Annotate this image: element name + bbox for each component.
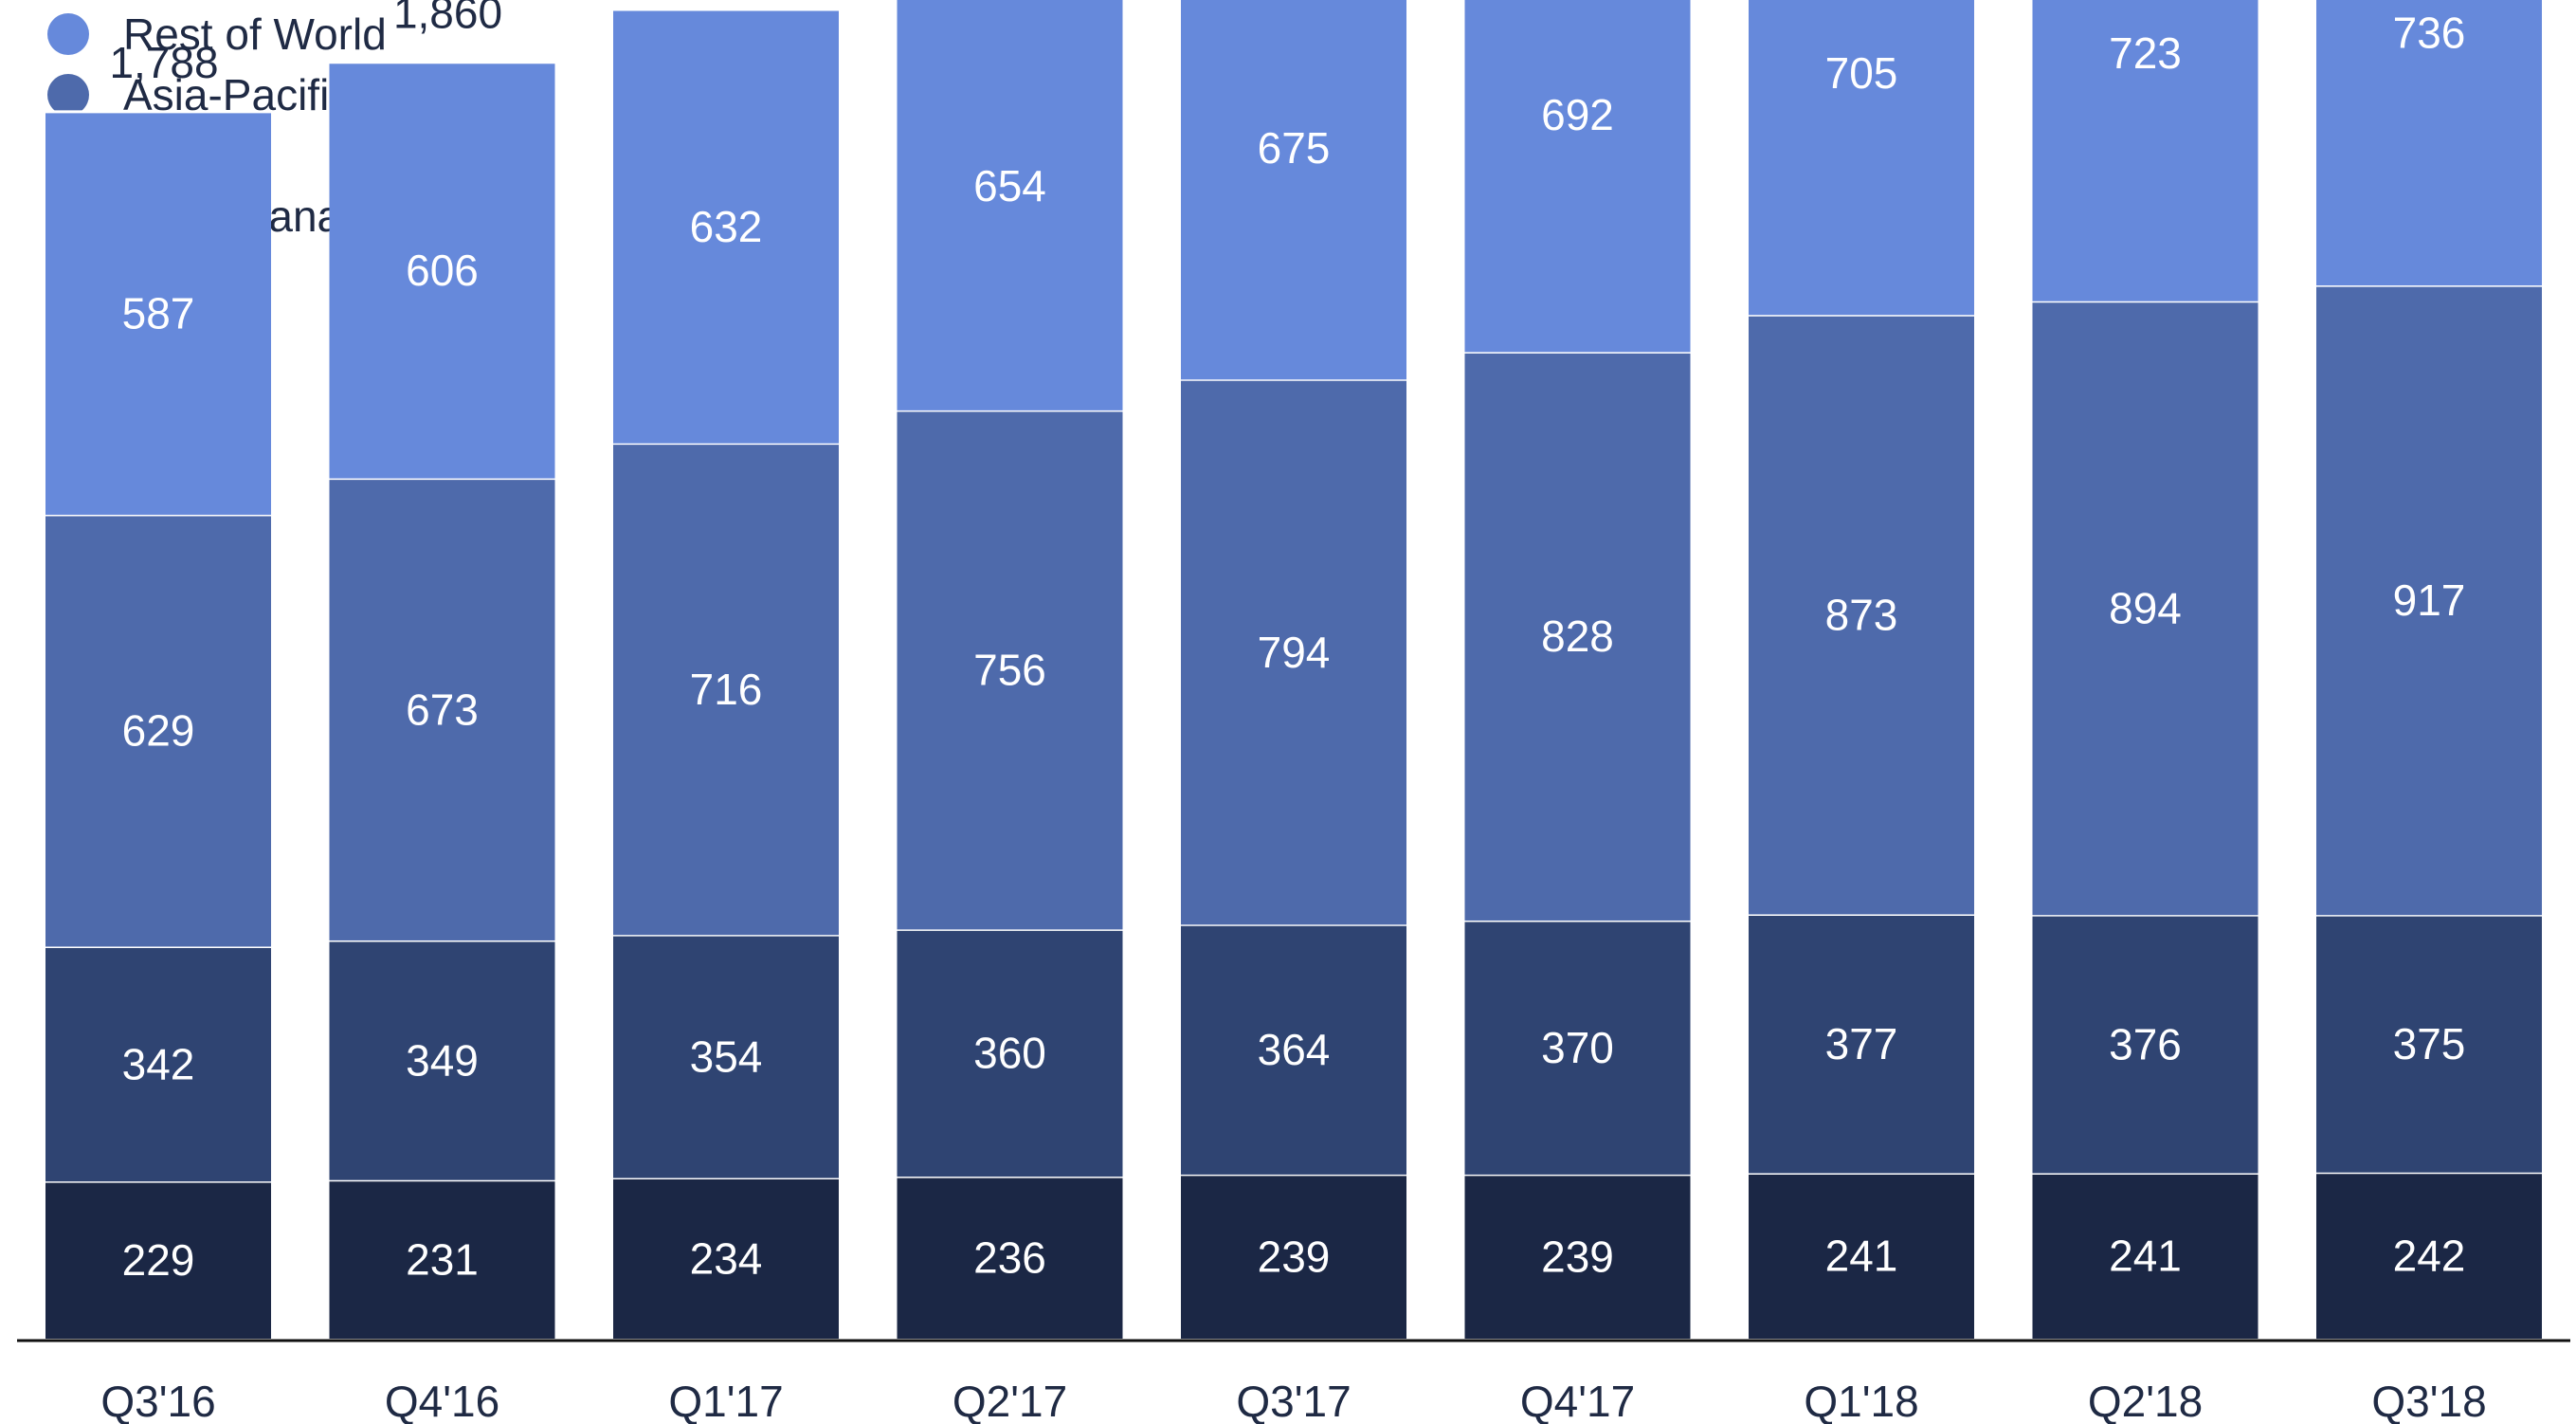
bar-segment-rest-of-world-q1-18 bbox=[1749, 0, 1974, 316]
legend-swatch-asia-pacific bbox=[47, 74, 89, 116]
bar-segment-rest-of-world-q3-16 bbox=[45, 111, 271, 515]
segment-label-europe-q2-18: 376 bbox=[2109, 1019, 2182, 1068]
segment-label-asia-pacific-q1-18: 873 bbox=[1825, 590, 1898, 639]
bar-segment-rest-of-world-q2-18 bbox=[2032, 0, 2259, 301]
segment-label-rest-of-world-q1-17: 632 bbox=[690, 202, 763, 251]
segment-label-us-canada-q3-18: 242 bbox=[2393, 1231, 2466, 1280]
segment-label-us-canada-q2-18: 241 bbox=[2109, 1232, 2182, 1281]
bar-segment-europe-q3-16 bbox=[45, 946, 271, 1182]
segment-label-asia-pacific-q2-18: 894 bbox=[2109, 583, 2182, 632]
segment-label-rest-of-world-q2-18: 723 bbox=[2109, 28, 2182, 78]
x-tick-label-q2-18: Q2'18 bbox=[2088, 1377, 2203, 1424]
segment-label-us-canada-q1-18: 241 bbox=[1825, 1232, 1898, 1281]
bar-segment-asia-pacific-q4-17 bbox=[1464, 352, 1691, 921]
total-label-q4-16: 1,860 bbox=[393, 0, 502, 38]
x-tick-label-q2-17: Q2'17 bbox=[952, 1377, 1067, 1424]
bar-segment-rest-of-world-q4-17 bbox=[1464, 0, 1691, 353]
bar-segment-rest-of-world-q3-17 bbox=[1181, 0, 1406, 380]
segment-label-us-canada-q3-17: 239 bbox=[1258, 1232, 1331, 1281]
x-tick-label-q3-18: Q3'18 bbox=[2371, 1377, 2486, 1424]
bar-segment-europe-q2-18 bbox=[2032, 915, 2259, 1174]
x-tick-label-q1-17: Q1'17 bbox=[668, 1377, 783, 1424]
bar-segment-rest-of-world-q2-17 bbox=[897, 0, 1123, 411]
bar-segment-us-canada-q4-16 bbox=[329, 1179, 555, 1339]
legend-item-rest-of-world: Rest of World bbox=[47, 9, 387, 59]
segment-label-rest-of-world-q4-17: 692 bbox=[1541, 90, 1614, 139]
bar-segment-asia-pacific-q4-16 bbox=[329, 478, 555, 940]
bar-segment-asia-pacific-q3-18 bbox=[2316, 285, 2542, 916]
bar-segment-us-canada-q2-18 bbox=[2032, 1173, 2259, 1339]
segment-label-europe-q3-18: 375 bbox=[2393, 1019, 2466, 1068]
bar-segment-asia-pacific-q3-17 bbox=[1181, 379, 1406, 925]
bar-segment-europe-q2-17 bbox=[897, 929, 1123, 1178]
bar-segment-us-canada-q4-17 bbox=[1464, 1174, 1691, 1339]
bar-segment-europe-q1-17 bbox=[613, 935, 839, 1178]
segment-label-asia-pacific-q3-18: 917 bbox=[2393, 575, 2466, 625]
segment-label-europe-q3-16: 342 bbox=[122, 1039, 195, 1088]
segment-label-asia-pacific-q3-17: 794 bbox=[1258, 628, 1331, 677]
segment-label-rest-of-world-q3-18: 736 bbox=[2393, 9, 2466, 58]
bar-segment-us-canada-q1-18 bbox=[1749, 1173, 1974, 1339]
x-axis: Q3'16 Q4'16 Q1'17 Q2'17 Q3'17 Q4'17 Q1'18 Q2'18… bbox=[17, 1339, 2570, 1424]
bar-segment-us-canada-q3-18 bbox=[2316, 1172, 2542, 1339]
segment-label-europe-q1-18: 377 bbox=[1825, 1019, 1898, 1068]
bar-segment-us-canada-q2-17 bbox=[897, 1177, 1123, 1339]
segment-label-rest-of-world-q2-17: 654 bbox=[973, 161, 1046, 210]
bar-segment-us-canada-q3-17 bbox=[1181, 1174, 1406, 1339]
segment-label-us-canada-q3-16: 229 bbox=[122, 1235, 195, 1285]
segment-label-asia-pacific-q4-16: 673 bbox=[406, 685, 479, 734]
x-tick-label-q3-17: Q3'17 bbox=[1236, 1377, 1351, 1424]
segment-label-us-canada-q4-16: 231 bbox=[406, 1234, 479, 1284]
segment-label-rest-of-world-q4-16: 606 bbox=[406, 246, 479, 295]
segment-label-europe-q4-16: 349 bbox=[406, 1035, 479, 1085]
segment-label-rest-of-world-q3-16: 587 bbox=[122, 288, 195, 338]
bars-group: 229 342 629 587 1,788 231 349 673 606 1,860 234 354… bbox=[45, 0, 2542, 1339]
bar-segment-asia-pacific-q2-18 bbox=[2032, 301, 2259, 916]
segment-label-asia-pacific-q3-16: 629 bbox=[122, 706, 195, 756]
segment-label-us-canada-q1-17: 234 bbox=[690, 1233, 763, 1283]
segment-label-us-canada-q2-17: 236 bbox=[973, 1233, 1046, 1283]
x-tick-label-q4-16: Q4'16 bbox=[385, 1377, 499, 1424]
segment-label-us-canada-q4-17: 239 bbox=[1541, 1232, 1614, 1281]
bar-segment-asia-pacific-q1-18 bbox=[1749, 315, 1974, 915]
bar-segment-us-canada-q3-16 bbox=[45, 1181, 271, 1339]
segment-label-europe-q1-17: 354 bbox=[690, 1031, 763, 1081]
x-tick-label-q4-17: Q4'17 bbox=[1520, 1377, 1635, 1424]
bar-segment-rest-of-world-q1-17 bbox=[613, 9, 839, 444]
bar-segment-europe-q1-18 bbox=[1749, 914, 1974, 1174]
bar-segment-us-canada-q1-17 bbox=[613, 1178, 839, 1339]
segment-label-europe-q3-17: 364 bbox=[1258, 1025, 1331, 1074]
legend-swatch-rest-of-world bbox=[47, 13, 89, 55]
bar-segment-rest-of-world-q3-18 bbox=[2316, 0, 2542, 286]
bar-segment-europe-q3-18 bbox=[2316, 915, 2542, 1173]
segment-label-europe-q2-17: 360 bbox=[973, 1029, 1046, 1078]
segment-label-europe-q4-17: 370 bbox=[1541, 1023, 1614, 1072]
bar-segment-europe-q3-17 bbox=[1181, 924, 1406, 1175]
bar-segment-rest-of-world-q4-16 bbox=[329, 62, 555, 479]
x-tick-label-q1-18: Q1'18 bbox=[1804, 1377, 1918, 1424]
bar-segment-europe-q4-17 bbox=[1464, 920, 1691, 1175]
bar-segment-europe-q4-16 bbox=[329, 940, 555, 1180]
legend-item-asia-pacific: Asia-Pacific bbox=[47, 70, 351, 119]
segment-label-asia-pacific-q4-17: 828 bbox=[1541, 612, 1614, 661]
legend-label-rest-of-world: Rest of World bbox=[123, 9, 387, 59]
x-tick-label-q3-16: Q3'16 bbox=[100, 1377, 215, 1424]
bar-segment-asia-pacific-q1-17 bbox=[613, 443, 839, 936]
segment-label-rest-of-world-q1-18: 705 bbox=[1825, 48, 1898, 98]
total-label-q3-16: 1,788 bbox=[109, 38, 218, 87]
bar-segment-asia-pacific-q2-17 bbox=[897, 410, 1123, 930]
bar-segment-asia-pacific-q3-16 bbox=[45, 514, 271, 947]
segment-label-asia-pacific-q2-17: 756 bbox=[973, 646, 1046, 695]
segment-label-asia-pacific-q1-17: 716 bbox=[690, 665, 763, 714]
segment-label-rest-of-world-q3-17: 675 bbox=[1258, 123, 1331, 173]
